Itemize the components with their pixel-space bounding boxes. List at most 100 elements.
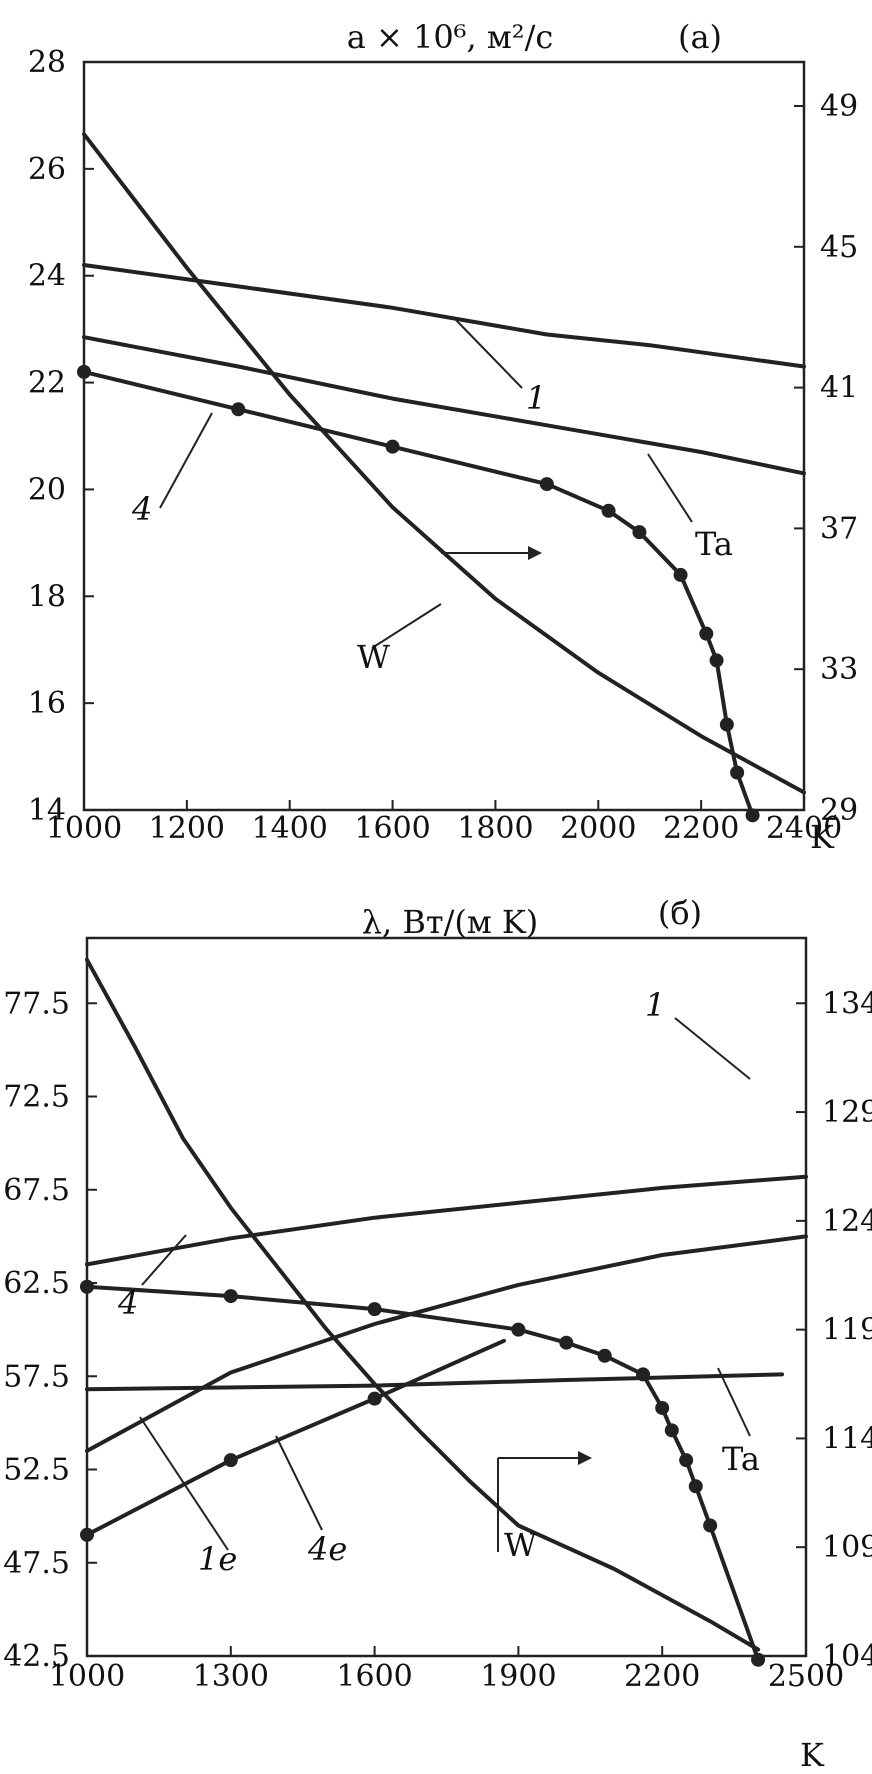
x-tick-label: 1300 <box>193 1659 269 1694</box>
y-right-tick-label: 104 <box>822 1639 872 1674</box>
panel-a-title: a × 10⁶, м²/с <box>347 18 554 56</box>
x-tick-label: 2200 <box>624 1659 700 1694</box>
series-point-4 <box>688 1479 703 1494</box>
series-point-4 <box>597 1348 612 1363</box>
annotation-ta-leader <box>647 453 693 523</box>
y-right-tick-label: 129 <box>822 1095 872 1130</box>
series-point-4 <box>367 1302 382 1317</box>
series-point-4 <box>703 1518 718 1533</box>
y-left-tick-label: 62.5 <box>3 1266 70 1301</box>
series-point-4 <box>601 503 616 518</box>
series-point-4e <box>80 1527 94 1542</box>
y-left-tick-label: 57.5 <box>3 1359 70 1394</box>
annotation-w-leader <box>371 603 442 649</box>
x-tick-label: 1200 <box>149 811 225 846</box>
panel-b-frame <box>85 936 808 1658</box>
series-point-4 <box>664 1423 679 1438</box>
x-tick-label: 2200 <box>663 811 739 846</box>
annotation-ta: Ta <box>695 525 733 563</box>
panel-b-series <box>80 957 808 1667</box>
series-point-4 <box>751 1652 766 1667</box>
annotation-4e: 4e <box>307 1530 347 1568</box>
series-point-4 <box>745 808 760 823</box>
annotation-w: W <box>504 1526 537 1564</box>
y-right-tick-label: 119 <box>822 1313 872 1348</box>
x-tick-label: 1600 <box>336 1659 412 1694</box>
panel-a-annotations: W Ta 1 4 <box>131 319 733 676</box>
x-tick-label: 1400 <box>252 811 328 846</box>
y-left-tick-label: 72.5 <box>3 1080 70 1115</box>
x-tick-label: 1800 <box>457 811 533 846</box>
x-tick-label: 2400 <box>766 811 842 846</box>
series-point-4 <box>223 1289 238 1304</box>
panel-b-x-unit: K <box>800 1736 825 1774</box>
annotation-4: 4 <box>131 490 152 528</box>
series-line-W <box>85 957 761 1652</box>
series-line-1e <box>85 1234 808 1453</box>
y-right-tick-label: 49 <box>820 89 858 124</box>
series-point-4 <box>719 717 734 732</box>
y-left-tick-label: 20 <box>28 472 66 507</box>
series-point-4 <box>679 1453 694 1468</box>
panel-b-title: λ, Вт/(м K) <box>362 903 539 941</box>
annotation-4-leader <box>141 1234 187 1286</box>
y-right-tick-label: 114 <box>822 1421 872 1456</box>
annotation-1: 1 <box>645 986 665 1024</box>
annotation-4-leader <box>159 412 213 509</box>
panel-b-label: (б) <box>658 894 702 932</box>
y-left-tick-label: 18 <box>28 579 66 614</box>
y-left-tick-label: 28 <box>28 45 66 80</box>
y-left-tick-label: 42.5 <box>3 1639 70 1674</box>
y-right-tick-label: 29 <box>820 793 858 828</box>
y-right-tick-label: 134 <box>822 986 872 1021</box>
annotation-4e-leader <box>275 1435 323 1531</box>
y-left-tick-label: 26 <box>28 152 66 187</box>
y-left-tick-label: 22 <box>28 366 66 401</box>
series-point-4 <box>80 1279 94 1294</box>
y-right-tick-label: 124 <box>822 1204 872 1239</box>
series-point-4e <box>223 1453 238 1468</box>
x-tick-label: 1000 <box>49 1659 125 1694</box>
y-right-tick-label: 41 <box>820 371 858 406</box>
panel-a: a × 10⁶, м²/с (а) K 1000 1200 1400 1600 1800… <box>28 18 858 856</box>
x-tick-label: 2000 <box>560 811 636 846</box>
y-left-tick-label: 47.5 <box>3 1546 70 1581</box>
series-point-4 <box>699 626 714 641</box>
right-axis-arrow-icon <box>528 546 542 560</box>
series-point-4 <box>539 477 554 492</box>
x-tick-label: 1900 <box>480 1659 556 1694</box>
annotation-1: 1 <box>526 379 546 417</box>
annotation-w: W <box>357 638 390 676</box>
series-line-W <box>82 132 806 795</box>
series-point-4 <box>385 439 400 454</box>
y-left-tick-label: 77.5 <box>3 986 70 1021</box>
series-point-4 <box>77 364 91 379</box>
annotation-1e: 1e <box>198 1540 237 1578</box>
series-point-4 <box>673 567 688 582</box>
panel-b-annotations: W Ta 1 4 1e 4e <box>117 986 760 1578</box>
y-left-tick-label: 14 <box>28 793 66 828</box>
panel-a-series <box>77 132 806 823</box>
series-line-Ta <box>85 1372 784 1392</box>
right-axis-arrow-icon <box>578 1451 592 1465</box>
x-tick-label: 2500 <box>768 1659 844 1694</box>
y-right-tick-label: 37 <box>820 511 858 546</box>
annotation-1-leader <box>455 319 523 389</box>
series-line-4e <box>85 1338 506 1537</box>
y-right-tick-label: 109 <box>822 1530 872 1565</box>
series-point-4e <box>367 1391 382 1406</box>
annotation-4: 4 <box>117 1284 138 1322</box>
series-line-4 <box>82 369 755 818</box>
y-left-tick-label: 52.5 <box>3 1453 70 1488</box>
panel-b: λ, Вт/(м K) (б) K 1000 1300 1600 1900 2200 25… <box>3 894 872 1774</box>
y-left-tick-label: 67.5 <box>3 1173 70 1208</box>
series-point-4 <box>559 1335 574 1350</box>
y-left-tick-label: 24 <box>28 259 66 294</box>
series-line-1 <box>82 263 806 369</box>
panel-a-ticks: 1000 1200 1400 1600 1800 2000 2200 240014161820… <box>28 45 858 846</box>
series-point-4 <box>511 1322 526 1337</box>
annotation-1e-leader <box>139 1416 229 1551</box>
series-point-4 <box>655 1400 670 1415</box>
series-point-4 <box>730 765 745 780</box>
